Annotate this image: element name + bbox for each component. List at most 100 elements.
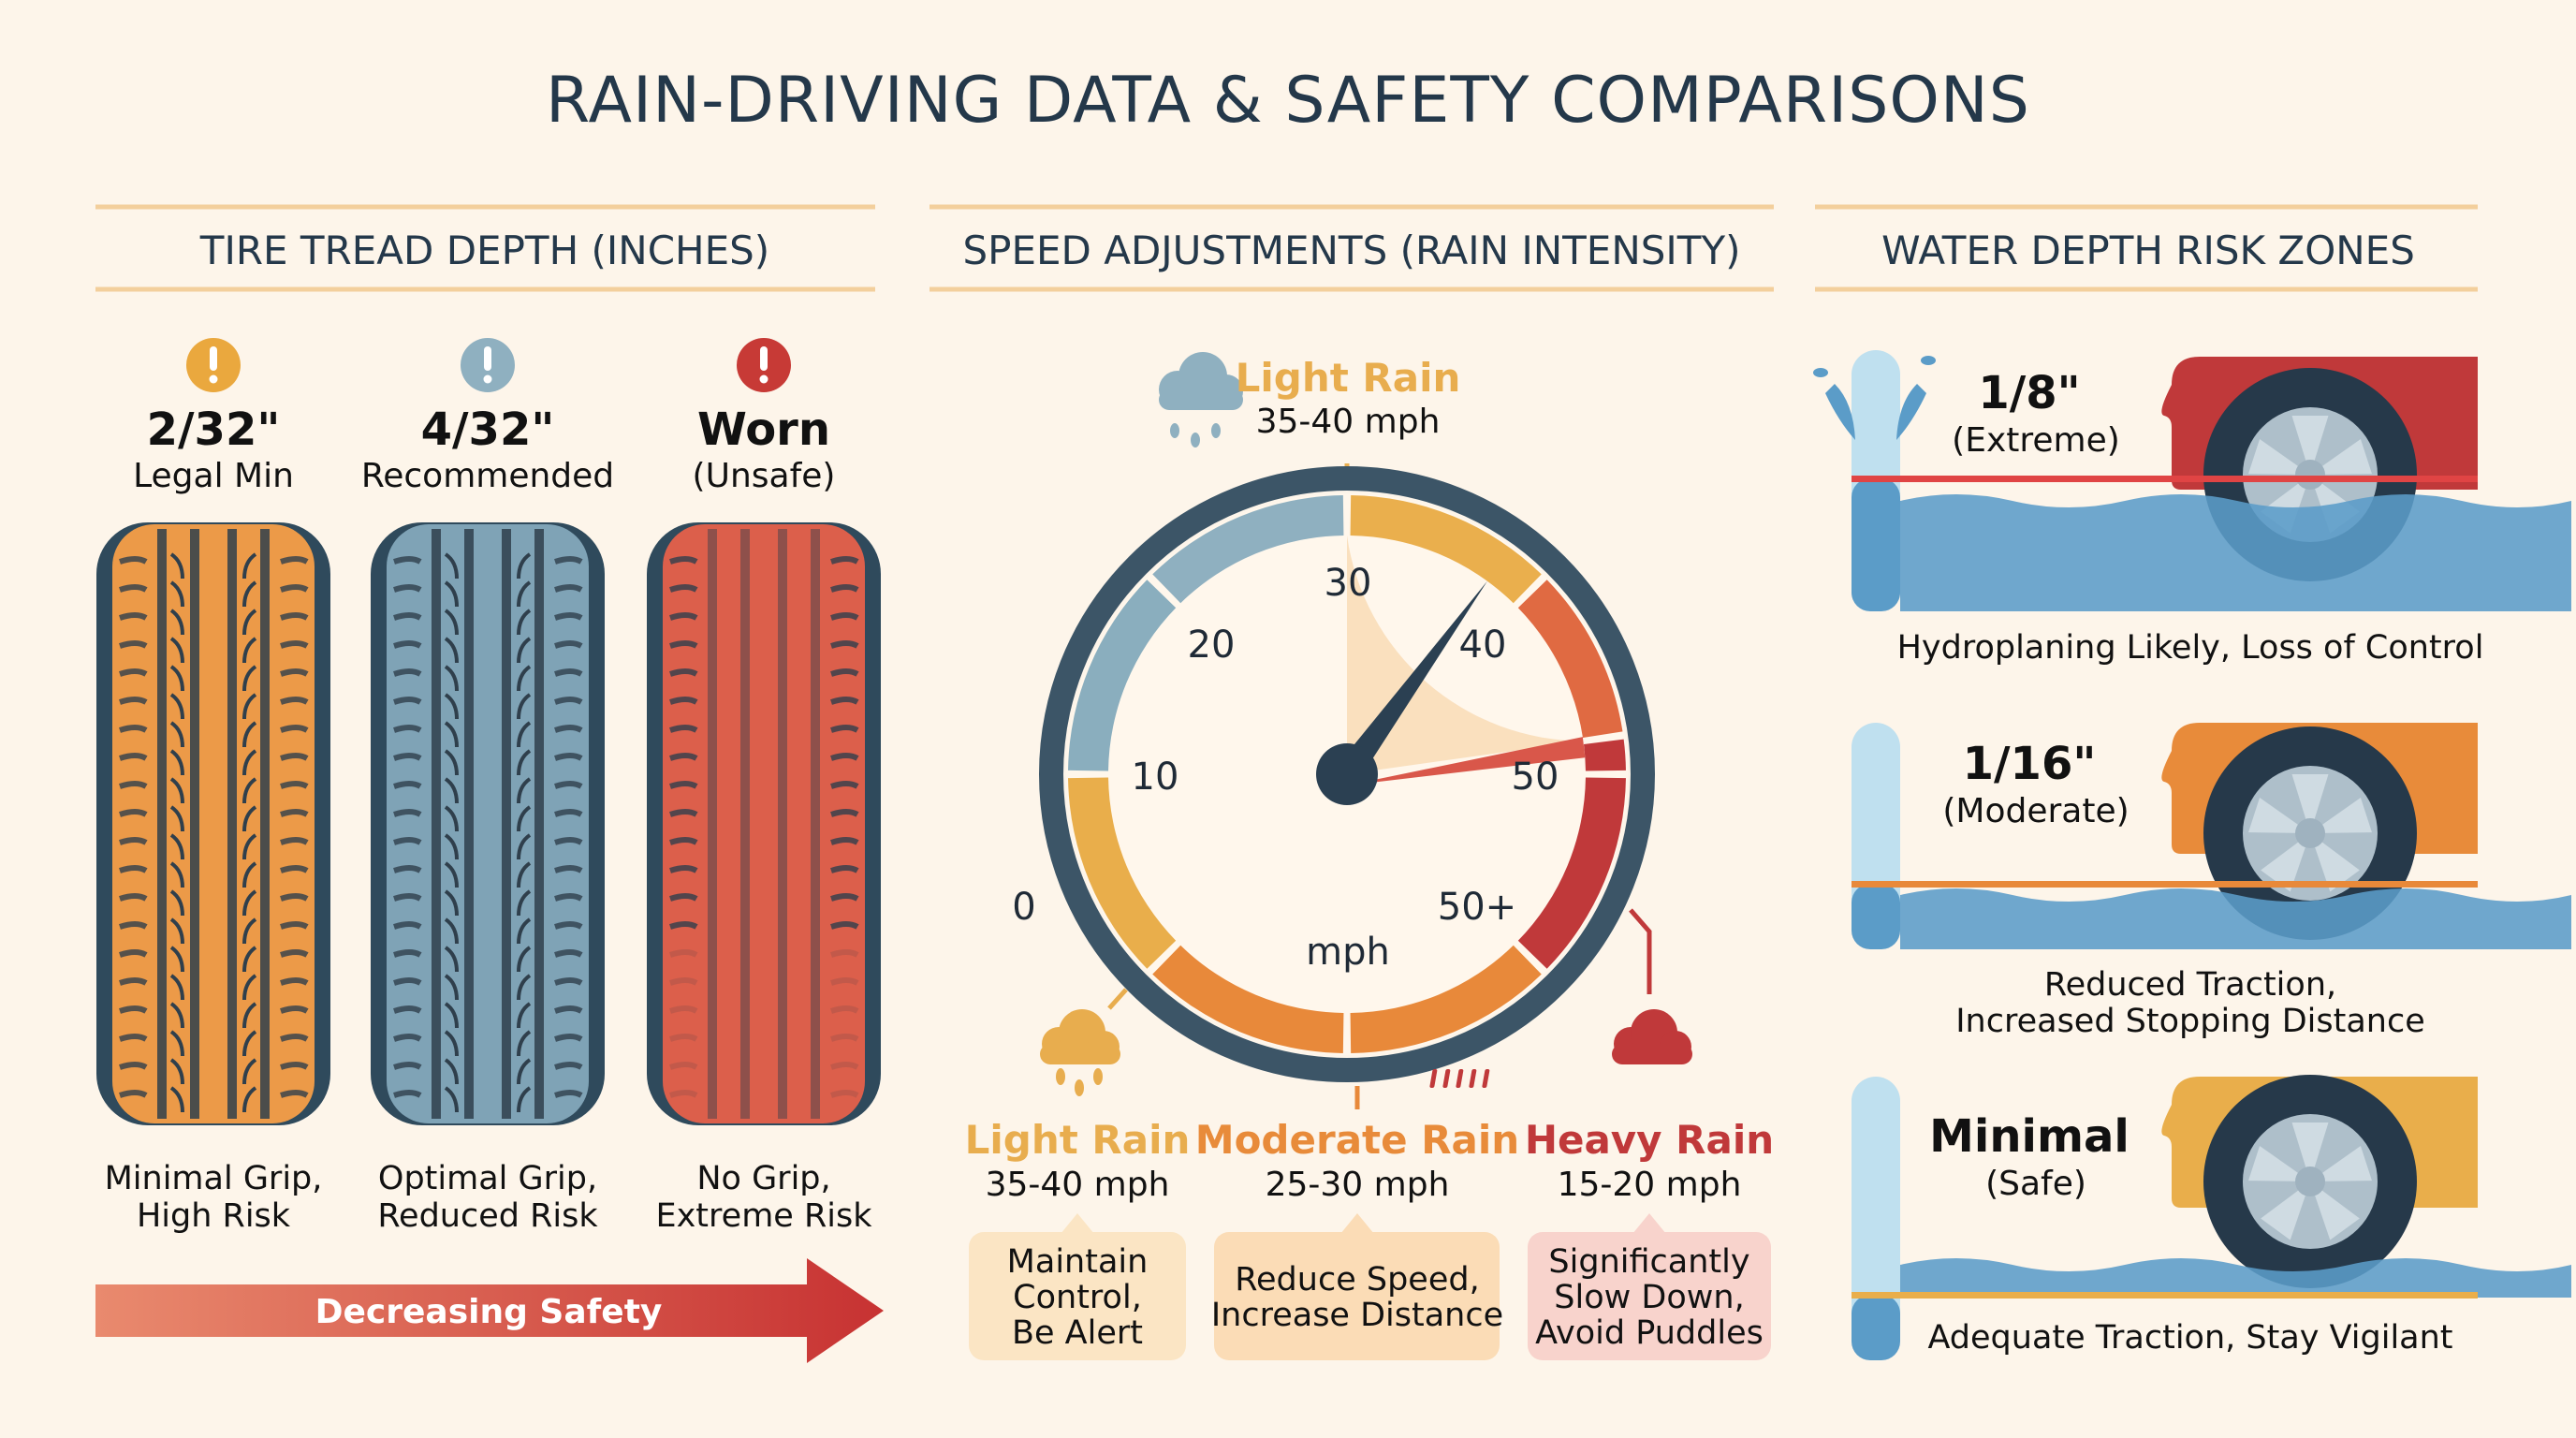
tire-illustration	[371, 522, 605, 1125]
gauge-segment	[1068, 777, 1177, 969]
rain-level-name: Moderate Rain	[1195, 1117, 1519, 1163]
rain-level-range: 25-30 mph	[1266, 1166, 1450, 1204]
advice-line: Control,	[1013, 1279, 1142, 1316]
water-severity: (Extreme)	[1952, 421, 2120, 460]
rain-level-name: Heavy Rain	[1525, 1117, 1774, 1163]
tick-0: 0	[1012, 886, 1035, 929]
tire-comparison: 2/32"Legal Min Minimal Grip,High Risk 4/32…	[96, 338, 881, 1235]
water-depth-value: 1/16"	[1963, 738, 2097, 790]
section-header-speed: SPEED ADJUSTMENTS (RAIN INTENSITY)	[929, 204, 1774, 292]
tread-header: TIRE TREAD DEPTH (INCHES)	[199, 227, 769, 273]
tick-50: 50	[1512, 756, 1559, 799]
advice-line: Slow Down,	[1554, 1279, 1744, 1316]
tire-column: 4/32"Recommended Optimal Grip,Reduced Ris…	[361, 338, 614, 1235]
water-level	[1900, 888, 2571, 949]
tire-depth-label: Recommended	[361, 457, 614, 495]
tire-illustration	[647, 522, 881, 1125]
tire-depth-label: Legal Min	[133, 457, 294, 495]
gauge-highlight	[1347, 536, 1584, 774]
advice-line: Significantly	[1548, 1243, 1749, 1281]
tire-depth-value: 2/32"	[147, 404, 281, 456]
advice-box: Reduce Speed,Increase Distance	[1211, 1213, 1503, 1360]
tick-20: 20	[1188, 624, 1236, 667]
tire-depth-value: 4/32"	[421, 404, 555, 456]
advice-line: Reduce Speed,	[1235, 1261, 1479, 1299]
advice-line: Be Alert	[1012, 1314, 1143, 1352]
depth-line	[1852, 476, 2478, 482]
gauge-segment	[1517, 580, 1623, 738]
gauge-segment	[1517, 777, 1626, 969]
section-header-water: WATER DEPTH RISK ZONES	[1815, 204, 2478, 292]
water-level	[1900, 1258, 2571, 1298]
tick-30: 30	[1325, 562, 1372, 605]
arrow-label: Decreasing Safety	[315, 1293, 663, 1331]
decreasing-safety-arrow: Decreasing Safety	[95, 1258, 884, 1363]
rain-level-range: 15-20 mph	[1558, 1166, 1742, 1204]
advice-line: Avoid Puddles	[1535, 1314, 1764, 1352]
water-zone: 1/16"(Moderate) Reduced Traction,Increase…	[1852, 723, 2571, 1040]
splash-icon	[1813, 356, 1936, 440]
water-level	[1900, 494, 2571, 611]
gauge-unit: mph	[1306, 931, 1390, 974]
section-header-tread: TIRE TREAD DEPTH (INCHES)	[95, 204, 875, 292]
advice-line: Maintain	[1007, 1243, 1149, 1281]
tire-column: 2/32"Legal Min Minimal Grip,High Risk	[96, 338, 330, 1235]
tire-caption: Extreme Risk	[655, 1197, 872, 1235]
water-zone: Minimal(Safe) Adequate Traction, Stay Vig…	[1852, 1075, 2571, 1360]
tire-caption: Optimal Grip,	[378, 1160, 597, 1197]
water-depth-zones: 1/8"(Extreme) Hydroplaning Likely, Loss o…	[1813, 350, 2571, 1360]
water-depth-value: 1/8"	[1978, 367, 2080, 419]
page-title: RAIN-DRIVING DATA & SAFETY COMPARISONS	[546, 64, 2030, 138]
tire-depth-label: (Unsafe)	[693, 457, 836, 495]
depth-gauge-tube	[1852, 1077, 1900, 1360]
speed-header: SPEED ADJUSTMENTS (RAIN INTENSITY)	[962, 227, 1740, 273]
tire-depth-value: Worn	[697, 404, 830, 456]
tire-caption: Reduced Risk	[377, 1197, 598, 1235]
water-depth-value: Minimal	[1929, 1110, 2130, 1163]
water-caption: Increased Stopping Distance	[1955, 1003, 2425, 1040]
rain-level-name: Light Rain	[965, 1117, 1191, 1163]
exclamation-icon	[461, 338, 515, 392]
gauge-segment	[1068, 580, 1177, 771]
gauge-needle	[1336, 580, 1487, 783]
gauge-segment	[1583, 739, 1626, 771]
speed-gauge	[1039, 466, 1655, 1109]
depth-line	[1852, 881, 2478, 888]
water-severity: (Moderate)	[1942, 792, 2129, 830]
light-rain-cloud-icon	[1040, 1009, 1120, 1096]
gauge-segment	[1350, 495, 1542, 604]
water-severity: (Safe)	[1985, 1165, 2086, 1203]
top-callout-range: 35-40 mph	[1256, 403, 1441, 441]
water-zone: 1/8"(Extreme) Hydroplaning Likely, Loss o…	[1852, 350, 2571, 667]
wheel-icon	[2203, 1075, 2417, 1288]
water-caption: Reduced Traction,	[2044, 966, 2336, 1004]
advice-line: Increase Distance	[1211, 1297, 1503, 1334]
depth-line	[1852, 1292, 2478, 1299]
tire-illustration	[96, 522, 330, 1125]
tick-10: 10	[1132, 756, 1179, 799]
tire-column: Worn(Unsafe) No Grip,Extreme Risk	[647, 338, 881, 1235]
tire-caption: High Risk	[137, 1197, 291, 1235]
gauge-segment	[1350, 945, 1542, 1053]
top-callout: Light Rain 35-40 mph	[1159, 352, 1460, 487]
tick-40: 40	[1459, 624, 1507, 667]
rain-level-range: 35-40 mph	[986, 1166, 1170, 1204]
exclamation-icon	[737, 338, 791, 392]
water-header: WATER DEPTH RISK ZONES	[1881, 227, 2415, 273]
tick-50-plus: 50+	[1438, 886, 1516, 929]
gauge-segment	[1152, 495, 1344, 604]
water-caption: Adequate Traction, Stay Vigilant	[1927, 1319, 2452, 1357]
heavy-rain-cloud-icon	[1429, 1009, 1692, 1088]
needle-hub	[1316, 743, 1378, 805]
tire-caption: Minimal Grip,	[105, 1160, 323, 1197]
top-callout-name: Light Rain	[1236, 355, 1461, 401]
gauge-tick-labels: 0 10 20 30 40 50 50+ mph	[1012, 562, 1559, 974]
gauge-rim	[1039, 466, 1655, 1082]
exclamation-icon	[186, 338, 241, 392]
